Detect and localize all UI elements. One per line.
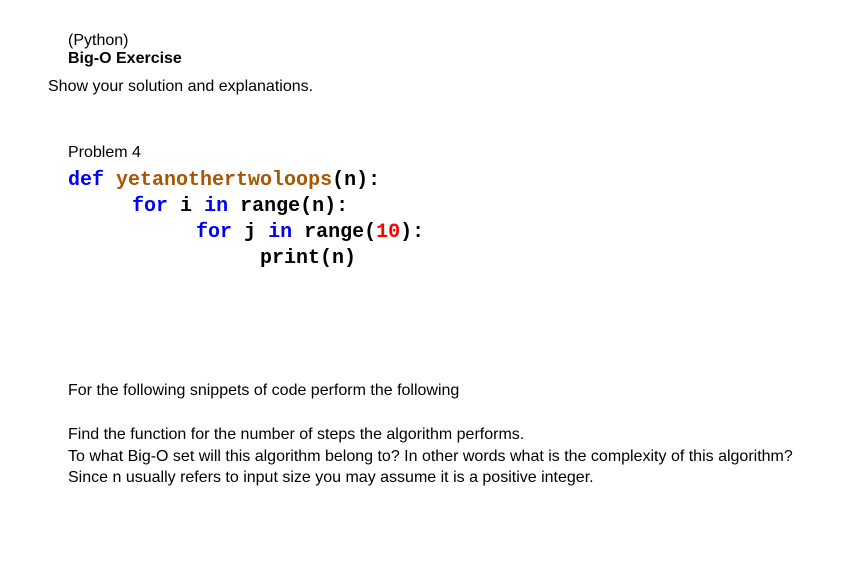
paren-close-colon: ): [356,169,380,192]
code-line-1: def yetanothertwoloops(n): [68,168,800,194]
paren-open: ( [364,221,376,244]
param-n: n [344,169,356,192]
instruction-text: Show your solution and explanations. [48,78,800,96]
problem-label: Problem 4 [68,144,800,162]
questions-lead: For the following snippets of code perfo… [68,382,800,400]
question-3: Since n usually refers to input size you… [68,467,800,489]
paren-close: ) [344,247,356,270]
paren-open: ( [320,247,332,270]
paren-open: ( [332,169,344,192]
code-line-3: for j in range(10): [68,220,800,246]
question-1: Find the function for the number of step… [68,424,800,446]
page-title: Big-O Exercise [68,50,800,68]
question-2: To what Big-O set will this algorithm be… [68,446,800,468]
function-name: yetanothertwoloops [116,169,332,192]
keyword-def: def [68,169,104,192]
code-line-2: for i in range(n): [68,194,800,220]
paren-close-colon: ): [400,221,424,244]
keyword-for: for [196,221,232,244]
print-call: print [260,247,320,270]
language-label: (Python) [68,32,800,50]
arg-n: n [312,195,324,218]
arg-n: n [332,247,344,270]
var-i: i [180,195,192,218]
keyword-in: in [204,195,228,218]
var-j: j [244,221,256,244]
code-block: def yetanothertwoloops(n): for i in rang… [68,168,800,272]
keyword-in: in [268,221,292,244]
arg-10: 10 [376,221,400,244]
keyword-for: for [132,195,168,218]
paren-close-colon: ): [324,195,348,218]
range-call: range [304,221,364,244]
code-line-4: print(n) [68,246,800,272]
range-call: range [240,195,300,218]
paren-open: ( [300,195,312,218]
